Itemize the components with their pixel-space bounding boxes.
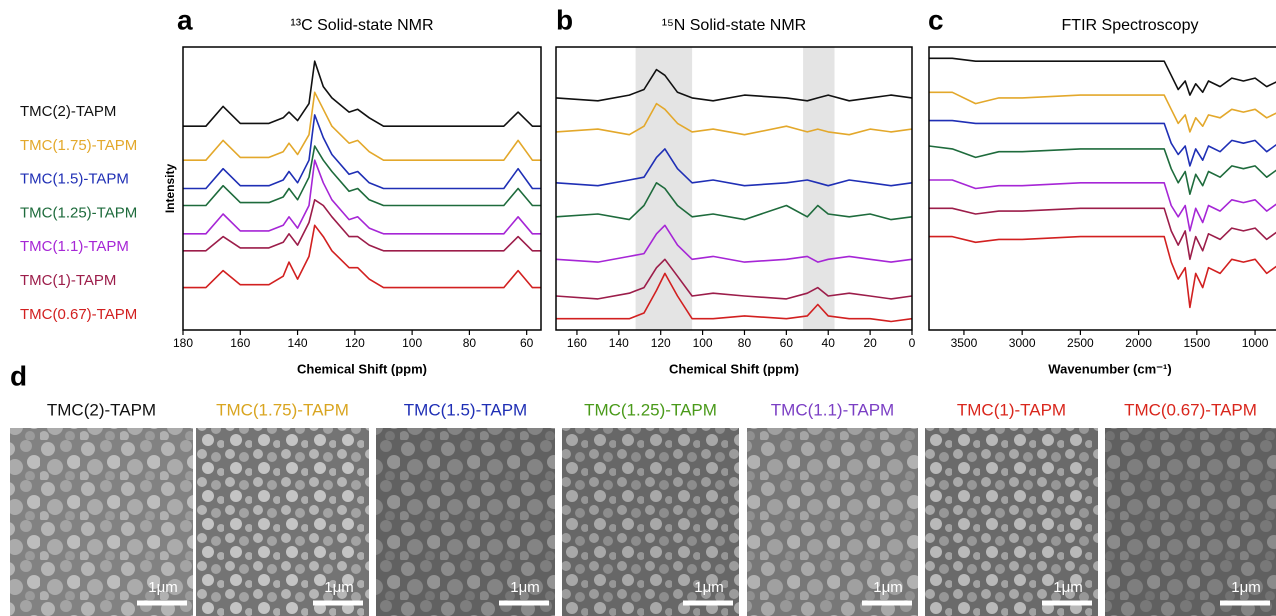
scale-bar-label: 1μm xyxy=(1053,579,1082,596)
spectrum-line xyxy=(929,207,1276,261)
legend-label: TMC(1.25)-TAPM xyxy=(20,204,137,221)
sem-image xyxy=(562,428,739,616)
scale-bar-label: 1μm xyxy=(1231,579,1260,596)
spectrum-line xyxy=(929,57,1276,96)
sem-label: TMC(1.75)-TAPM xyxy=(216,400,349,419)
y-axis-label: Intensity xyxy=(163,164,177,214)
plot-frame xyxy=(555,46,913,331)
scale-bar-label: 1μm xyxy=(873,579,902,596)
sem-label: TMC(0.67)-TAPM xyxy=(1124,400,1257,419)
spectrum-line xyxy=(929,119,1276,167)
spectrum-line xyxy=(183,199,541,252)
sem-image xyxy=(10,428,193,616)
spectrum-line xyxy=(183,224,541,289)
legend-label: TMC(1.1)-TAPM xyxy=(20,238,129,255)
x-tick-label: 1500 xyxy=(1183,336,1210,350)
x-tick-label: 40 xyxy=(822,336,836,350)
spectrum-line xyxy=(556,148,912,187)
x-tick-label: 2500 xyxy=(1067,336,1094,350)
spectrum-line xyxy=(556,258,912,300)
plot-frame xyxy=(182,46,542,331)
legend-label: TMC(0.67)-TAPM xyxy=(20,306,137,323)
legend-label: TMC(1.5)-TAPM xyxy=(20,171,129,188)
sem-image xyxy=(925,428,1098,616)
sem-shade xyxy=(10,428,193,616)
spectrum-line xyxy=(183,159,541,235)
sem-shade xyxy=(376,428,555,616)
spectrum-line xyxy=(929,91,1276,133)
spectrum-line xyxy=(929,179,1276,232)
x-tick-label: 2000 xyxy=(1125,336,1152,350)
x-tick-label: 0 xyxy=(909,336,916,350)
sem-image xyxy=(1105,428,1276,616)
spectrum-line xyxy=(556,182,912,221)
x-tick-label: 3500 xyxy=(951,336,978,350)
plot-frame xyxy=(928,46,1276,331)
x-axis-label: Wavenumber (cm⁻¹) xyxy=(1048,361,1171,376)
sem-image xyxy=(376,428,555,616)
legend-label: TMC(1.75)-TAPM xyxy=(20,137,137,154)
sem-label: TMC(1.5)-TAPM xyxy=(404,400,527,419)
sem-image xyxy=(747,428,918,616)
panel-label: b xyxy=(556,4,573,35)
x-tick-label: 3000 xyxy=(1009,336,1036,350)
x-axis-label: Chemical Shift (ppm) xyxy=(297,361,427,376)
sem-shade xyxy=(1105,428,1276,616)
chart-title: FTIR Spectroscopy xyxy=(1062,17,1199,34)
x-tick-label: 100 xyxy=(402,336,422,350)
sem-label: TMC(1)-TAPM xyxy=(957,400,1066,419)
sem-label: TMC(1.1)-TAPM xyxy=(771,400,894,419)
plot-area xyxy=(929,57,1276,309)
scale-bar-label: 1μm xyxy=(694,579,723,596)
x-tick-label: 120 xyxy=(651,336,671,350)
spectrum-line xyxy=(183,114,541,190)
x-tick-label: 160 xyxy=(567,336,587,350)
sem-shade xyxy=(925,428,1098,616)
spectrum-line xyxy=(556,224,912,263)
x-tick-label: 140 xyxy=(288,336,308,350)
panel-label: c xyxy=(928,4,944,35)
sem-shade xyxy=(747,428,918,616)
x-tick-label: 140 xyxy=(609,336,629,350)
sem-label: TMC(1.25)-TAPM xyxy=(584,400,717,419)
sem-image xyxy=(196,428,369,616)
legend-label: TMC(2)-TAPM xyxy=(20,103,116,120)
chart-title: ¹³C Solid-state NMR xyxy=(290,17,433,34)
x-tick-label: 60 xyxy=(780,336,794,350)
x-tick-label: 20 xyxy=(863,336,877,350)
sem-shade xyxy=(562,428,739,616)
x-tick-label: 80 xyxy=(738,336,752,350)
chart-title: ¹⁵N Solid-state NMR xyxy=(662,17,806,34)
x-tick-label: 160 xyxy=(230,336,250,350)
spectrum-line xyxy=(556,68,912,102)
spectrum-line xyxy=(183,145,541,207)
scale-bar-label: 1μm xyxy=(510,579,539,596)
plot-area xyxy=(556,68,912,323)
x-tick-label: 60 xyxy=(520,336,534,350)
spectrum-line xyxy=(556,102,912,136)
x-axis-label: Chemical Shift (ppm) xyxy=(669,361,799,376)
legend-label: TMC(1)-TAPM xyxy=(20,272,116,289)
scale-bar-label: 1μm xyxy=(148,579,177,596)
plot-area xyxy=(183,60,541,289)
panel-label: d xyxy=(10,360,27,391)
x-tick-label: 180 xyxy=(173,336,193,350)
spectrum-line xyxy=(183,60,541,127)
panel-label: a xyxy=(177,4,193,35)
sem-label: TMC(2)-TAPM xyxy=(47,400,156,419)
scale-bar-label: 1μm xyxy=(324,579,353,596)
x-tick-label: 80 xyxy=(463,336,477,350)
spectrum-line xyxy=(556,272,912,323)
spectrum-line xyxy=(929,145,1276,195)
highlight-band xyxy=(803,47,835,330)
spectrum-line xyxy=(929,235,1276,309)
x-tick-label: 100 xyxy=(693,336,713,350)
x-tick-label: 120 xyxy=(345,336,365,350)
x-tick-label: 1000 xyxy=(1242,336,1269,350)
spectrum-line xyxy=(183,91,541,161)
